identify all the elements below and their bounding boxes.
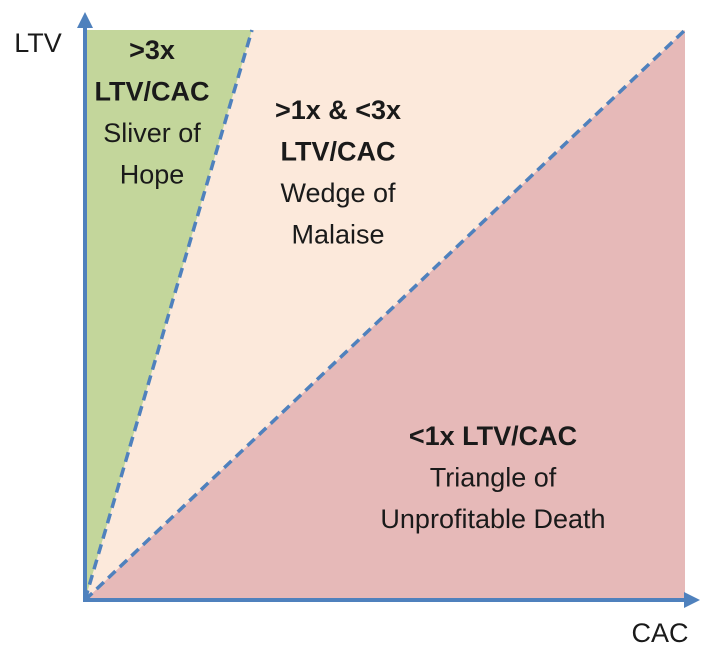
x-axis-label: CAC bbox=[631, 618, 688, 648]
region-heading: >3x bbox=[129, 35, 175, 65]
region-label: Wedge of bbox=[280, 178, 396, 208]
y-axis-label: LTV bbox=[14, 28, 62, 58]
region-heading: LTV/CAC bbox=[95, 77, 210, 107]
region-label: Unprofitable Death bbox=[380, 504, 605, 534]
region-label: Sliver of bbox=[103, 118, 201, 148]
divider-1x bbox=[83, 28, 687, 602]
divider-3x bbox=[83, 29, 254, 601]
region-label: Triangle of bbox=[430, 463, 557, 493]
region-heading: >1x & <3x bbox=[275, 95, 401, 125]
peach-region bbox=[85, 30, 685, 600]
region-heading: LTV/CAC bbox=[281, 137, 396, 167]
region-label: Hope bbox=[120, 160, 185, 190]
region-heading: <1x LTV/CAC bbox=[409, 421, 577, 451]
region-label: Malaise bbox=[291, 220, 384, 250]
